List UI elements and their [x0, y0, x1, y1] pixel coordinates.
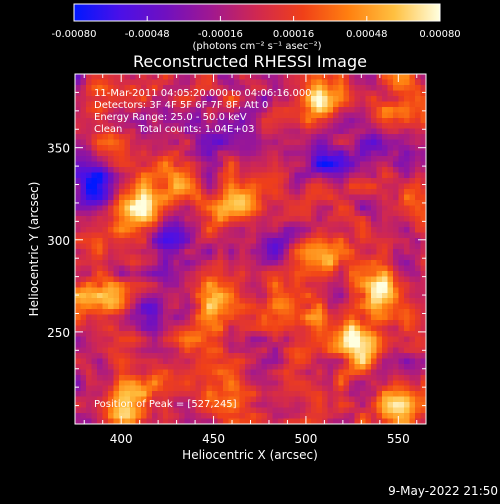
x-tick-label: 500	[294, 432, 317, 446]
annotation-time-range: 11-Mar-2011 04:05:20.000 to 04:06:16.000	[94, 88, 312, 99]
y-tick-label: 350	[47, 142, 70, 156]
peak-position-label: Position of Peak = [527,245]	[94, 399, 237, 410]
colorbar-tick-label: -0.00048	[125, 29, 170, 40]
colorbar-tick-label: -0.00016	[198, 29, 243, 40]
y-tick-label: 250	[47, 326, 70, 340]
colorbar-ticks: -0.00080 -0.00048 -0.00016 0.00016 0.00048 0.…	[52, 16, 461, 40]
x-tick-label: 450	[202, 432, 225, 446]
y-axis-title: Heliocentric Y (arcsec)	[27, 182, 41, 317]
x-axis-title: Heliocentric X (arcsec)	[182, 448, 318, 462]
annotation-clean-counts: Clean Total counts: 1.04E+03	[94, 124, 254, 135]
x-axis: 400 450 500 550	[83, 74, 418, 446]
colorbar-tick-label: 0.00016	[273, 29, 314, 40]
colorbar-gradient	[73, 3, 441, 22]
heatmap-raster	[75, 74, 426, 424]
colorbar-tick-label: 0.00048	[346, 29, 387, 40]
colorbar-unit-label: (photons cm⁻² s⁻¹ asec⁻²)	[192, 41, 321, 52]
x-tick-label: 550	[387, 432, 410, 446]
annotation-detectors: Detectors: 3F 4F 5F 6F 7F 8F, Att 0	[94, 100, 268, 111]
colorbar: -0.00080 -0.00048 -0.00016 0.00016 0.00048 0.…	[52, 3, 461, 52]
y-axis: 250 300 350	[47, 73, 426, 407]
observation-info: 11-Mar-2011 04:05:20.000 to 04:06:16.000…	[94, 88, 312, 135]
annotation-energy-range: Energy Range: 25.0 - 50.0 keV	[94, 112, 247, 123]
colorbar-tick-label: -0.00080	[52, 29, 97, 40]
x-tick-label: 400	[110, 432, 133, 446]
heatmap-image	[75, 74, 426, 424]
plot-title: Reconstructed RHESSI Image	[133, 52, 367, 71]
y-tick-label: 300	[47, 234, 70, 248]
plot-date-stamp: 9-May-2022 21:50	[388, 484, 498, 498]
colorbar-tick-label: 0.00080	[419, 29, 460, 40]
